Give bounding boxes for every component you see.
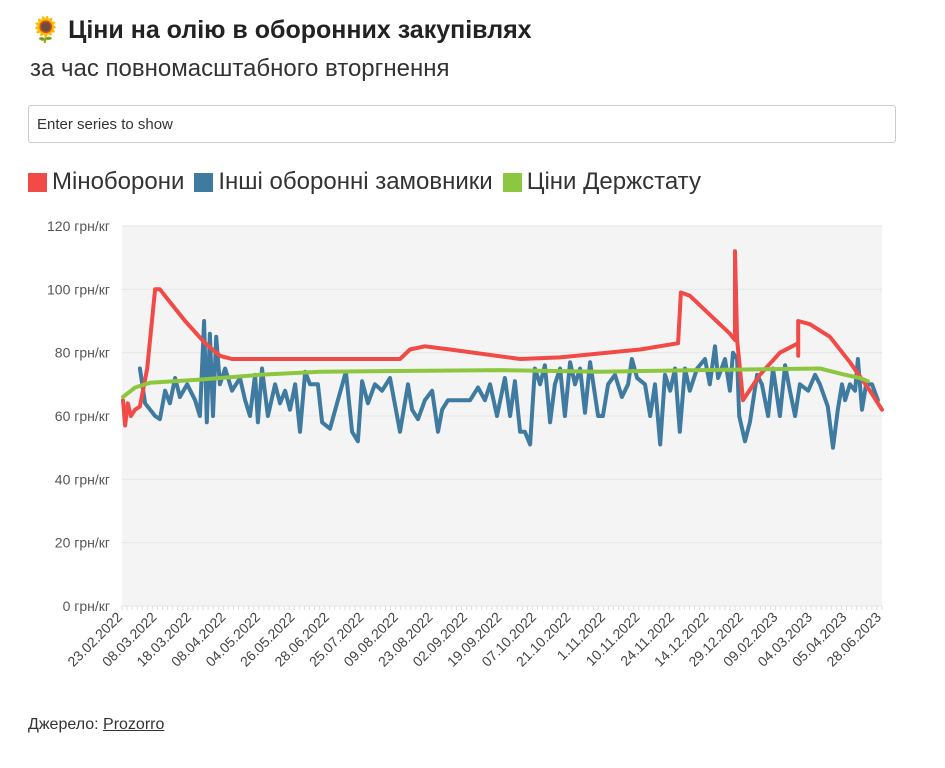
y-tick-label: 20 грн/кг <box>55 535 110 551</box>
y-tick-label: 80 грн/кг <box>55 345 110 361</box>
legend-swatch <box>28 172 47 192</box>
sunflower-icon: 🌻 <box>30 16 62 44</box>
series-line-2 <box>121 366 870 399</box>
legend-swatch <box>502 172 522 192</box>
y-tick-label: 40 грн/кг <box>55 471 110 487</box>
chart-title: 🌻 Ціни на олію в оборонних закупівлях <box>30 16 532 45</box>
legend-label: Інші оборонні замовники <box>218 168 493 195</box>
y-tick-label: 100 грн/кг <box>47 281 110 297</box>
y-tick-label: 0 грн/кг <box>63 598 110 614</box>
source-link[interactable]: Prozorro <box>103 716 165 733</box>
y-tick-label: 60 грн/кг <box>55 408 110 424</box>
source-note: Джерело: Prozorro <box>28 716 164 734</box>
y-tick-label: 120 грн/кг <box>47 218 110 234</box>
legend-item-other[interactable]: Інші оборонні замовники <box>194 168 493 196</box>
series-line-0 <box>121 249 884 428</box>
legend: Міноборони Інші оборонні замовники Ціни … <box>28 168 701 196</box>
legend-item-stat[interactable]: Ціни Держстату <box>502 168 701 196</box>
legend-label: Ціни Держстату <box>526 168 701 195</box>
legend-label: Міноборони <box>52 168 185 195</box>
chart-subtitle: за час повномасштабного вторгнення <box>30 55 450 82</box>
source-label: Джерело: <box>28 716 99 733</box>
series-filter-input[interactable] <box>28 105 896 143</box>
legend-swatch <box>194 172 214 192</box>
legend-item-mod[interactable]: Міноборони <box>28 168 184 196</box>
title-text: Ціни на олію в оборонних закупівлях <box>68 16 532 44</box>
